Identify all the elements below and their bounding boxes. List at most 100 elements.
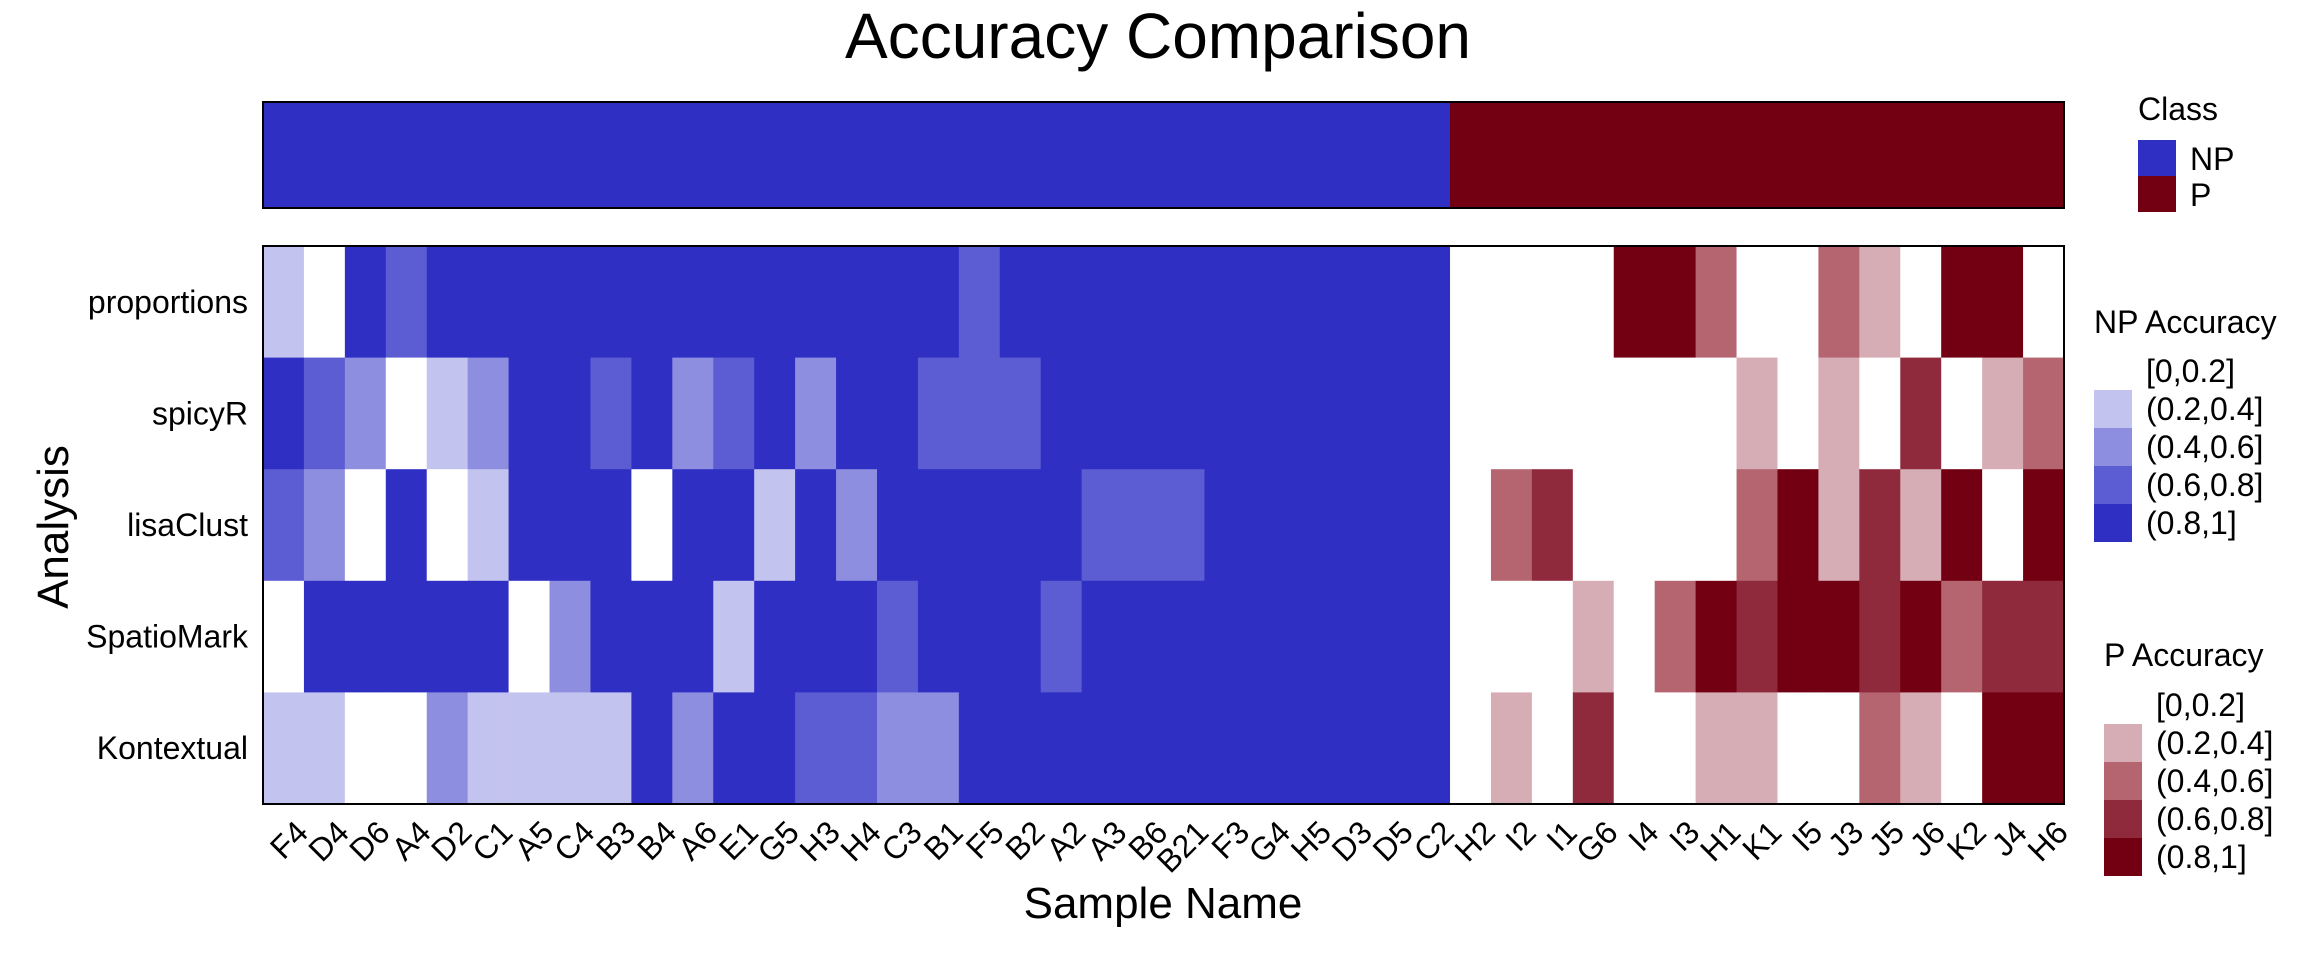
heatmap-cell bbox=[385, 469, 428, 582]
class-legend-swatch bbox=[2138, 176, 2176, 212]
heatmap-cell bbox=[1490, 357, 1533, 470]
heatmap-cell bbox=[1736, 469, 1779, 582]
heatmap-cell bbox=[1409, 469, 1451, 582]
heatmap-cell bbox=[467, 357, 510, 470]
heatmap-cell bbox=[917, 246, 960, 359]
heatmap-cell bbox=[754, 246, 796, 359]
heatmap-cell bbox=[1859, 246, 1901, 359]
heatmap-cell bbox=[1777, 692, 1820, 805]
heatmap-cell bbox=[2023, 469, 2065, 582]
heatmap-cell bbox=[795, 469, 837, 582]
heatmap-cell bbox=[1695, 246, 1738, 359]
heatmap-cell bbox=[1368, 246, 1410, 359]
heatmap-cell bbox=[1941, 246, 1983, 359]
heatmap-cell bbox=[303, 357, 346, 470]
heatmap-cell bbox=[917, 357, 960, 470]
heatmap-cell bbox=[1040, 692, 1083, 805]
heatmap-cell bbox=[467, 246, 510, 359]
heatmap-cell bbox=[1531, 580, 1574, 693]
heatmap-cell bbox=[590, 469, 632, 582]
heatmap-cell bbox=[1368, 580, 1410, 693]
heatmap-cell bbox=[1327, 469, 1369, 582]
heatmap-cell bbox=[1409, 357, 1451, 470]
class-cell bbox=[1286, 102, 1328, 208]
heatmap-cell bbox=[263, 246, 305, 359]
heatmap-cell bbox=[1695, 692, 1738, 805]
class-cell bbox=[672, 102, 714, 208]
heatmap-cell bbox=[631, 469, 673, 582]
heatmap-cell bbox=[508, 246, 551, 359]
class-cell bbox=[1695, 102, 1738, 208]
class-cell bbox=[1040, 102, 1083, 208]
heatmap-cell bbox=[1859, 692, 1901, 805]
heatmap-cell bbox=[549, 580, 592, 693]
heatmap-cell bbox=[2023, 357, 2065, 470]
heatmap-border bbox=[262, 245, 2065, 805]
heatmap-cell bbox=[876, 357, 919, 470]
heatmap-cell bbox=[1695, 580, 1738, 693]
heatmap-cell bbox=[754, 357, 796, 470]
heatmap-cell bbox=[1818, 246, 1860, 359]
heatmap-cell bbox=[1613, 357, 1656, 470]
heatmap-cell bbox=[672, 357, 714, 470]
class-cell bbox=[1081, 102, 1124, 208]
heatmap-cell bbox=[1122, 580, 1165, 693]
heatmap-cell bbox=[590, 580, 632, 693]
heatmap-cell bbox=[1163, 246, 1206, 359]
column-label: I4 bbox=[1621, 814, 1665, 858]
class-cell bbox=[1859, 102, 1901, 208]
heatmap-cell bbox=[1245, 246, 1287, 359]
heatmap-cell bbox=[958, 469, 1001, 582]
np-legend-label: (0.2,0.4] bbox=[2146, 391, 2263, 427]
heatmap-cell bbox=[1572, 357, 1615, 470]
heatmap-cell bbox=[303, 692, 346, 805]
heatmap-cell bbox=[1368, 692, 1410, 805]
np-legend-label: (0.4,0.6] bbox=[2146, 429, 2263, 465]
heatmap-cell bbox=[1122, 357, 1165, 470]
heatmap-cell bbox=[1613, 692, 1656, 805]
class-cell bbox=[1654, 102, 1697, 208]
heatmap-cell bbox=[1777, 580, 1820, 693]
row-label: spicyR bbox=[152, 395, 248, 431]
heatmap-cell bbox=[1490, 246, 1533, 359]
heatmap-cell bbox=[1286, 580, 1328, 693]
class-cell bbox=[508, 102, 551, 208]
heatmap-cell bbox=[836, 692, 878, 805]
heatmap-cell bbox=[1613, 469, 1656, 582]
heatmap-cell bbox=[1982, 357, 2024, 470]
heatmap-cell bbox=[1941, 357, 1983, 470]
class-cell bbox=[1368, 102, 1410, 208]
heatmap-cell bbox=[1163, 580, 1206, 693]
heatmap-cell bbox=[1163, 357, 1206, 470]
heatmap-cell bbox=[344, 692, 387, 805]
class-cell bbox=[1531, 102, 1574, 208]
heatmap-cell bbox=[876, 469, 919, 582]
heatmap-cells bbox=[262, 245, 2065, 805]
column-label: K2 bbox=[1940, 814, 1993, 867]
heatmap-cell bbox=[385, 246, 428, 359]
heatmap-cell bbox=[590, 692, 632, 805]
heatmap-cell bbox=[999, 692, 1042, 805]
heatmap-cell bbox=[263, 357, 305, 470]
heatmap-cell bbox=[426, 246, 469, 359]
heatmap-cell bbox=[426, 469, 469, 582]
heatmap-cell bbox=[1982, 580, 2024, 693]
heatmap-cell bbox=[303, 246, 346, 359]
heatmap-cell bbox=[1654, 246, 1697, 359]
heatmap-cell bbox=[1654, 580, 1697, 693]
column-label: H6 bbox=[2020, 814, 2074, 868]
heatmap-cell bbox=[1490, 469, 1533, 582]
heatmap-cell bbox=[1245, 469, 1287, 582]
heatmap-cell bbox=[1531, 246, 1574, 359]
p-legend-swatch bbox=[2104, 762, 2142, 800]
heatmap-cell bbox=[672, 246, 714, 359]
row-label: lisaClust bbox=[127, 507, 248, 543]
np-legend-swatch bbox=[2094, 466, 2132, 504]
class-cell bbox=[999, 102, 1042, 208]
class-cell bbox=[1409, 102, 1451, 208]
class-cell bbox=[1327, 102, 1369, 208]
heatmap-cell bbox=[1409, 692, 1451, 805]
class-legend-label: P bbox=[2190, 177, 2211, 213]
class-cell bbox=[958, 102, 1001, 208]
heatmap-cell bbox=[917, 692, 960, 805]
